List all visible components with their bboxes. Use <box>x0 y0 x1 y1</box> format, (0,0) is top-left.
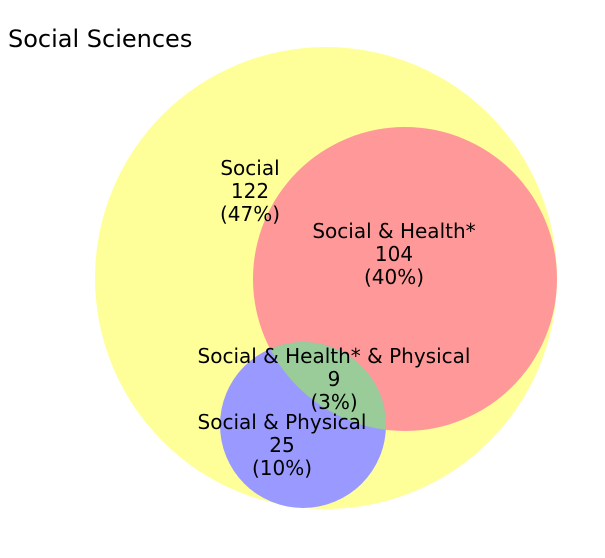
social-only-label: Social 122 (47%) <box>220 156 280 226</box>
social-physical-region-count: 25 <box>269 433 294 457</box>
social-region-count: 122 <box>231 179 269 203</box>
triple-region-count: 9 <box>328 367 341 391</box>
social-health-region-count: 104 <box>375 242 413 266</box>
social-health-region-percent: (40%) <box>364 265 424 289</box>
triple-region-percent: (3%) <box>310 390 357 414</box>
social-health-physical-label: Social & Health* & Physical 9 (3%) <box>198 344 471 414</box>
triple-region-name: Social & Health* & Physical <box>198 344 471 368</box>
social-region-name: Social <box>220 156 279 180</box>
social-physical-region-name: Social & Physical <box>198 410 367 434</box>
social-health-region-name: Social & Health* <box>312 219 475 243</box>
social-health-label: Social & Health* 104 (40%) <box>312 219 475 289</box>
diagram-title: Social Sciences <box>8 25 192 53</box>
social-physical-label: Social & Physical 25 (10%) <box>198 410 367 480</box>
social-physical-region-percent: (10%) <box>252 456 312 480</box>
social-region-percent: (47%) <box>220 202 280 226</box>
